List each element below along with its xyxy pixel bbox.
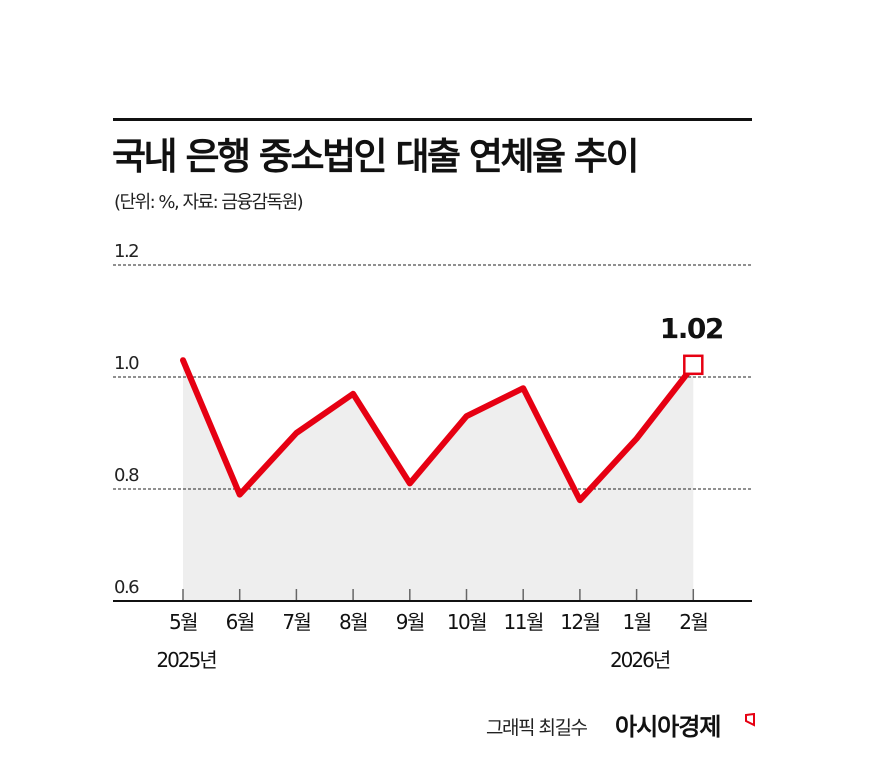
x-tick-label: 6월	[225, 610, 256, 634]
series-line	[180, 357, 697, 504]
x-tick-label: 2월	[679, 610, 709, 634]
x-tick-label: 11월	[503, 610, 545, 634]
chart-title: 국내 은행 중소법인 대출 연체율 추이	[112, 135, 640, 178]
area-fill	[183, 360, 694, 601]
year-label: 2026년	[609, 648, 671, 672]
annotation-marker-square	[683, 354, 704, 376]
x-tick-label: 9월	[395, 610, 426, 634]
x-tick-label: 1월	[622, 610, 653, 634]
year-label: 2025년	[156, 648, 217, 672]
x-tick-label: 10월	[446, 610, 488, 634]
y-tick-label: 1.0	[114, 353, 140, 374]
y-tick-label: 0.8	[114, 465, 140, 486]
value-label: 1.02	[659, 312, 725, 345]
x-tick-label: 12월	[560, 610, 601, 634]
x-tick-label: 7월	[282, 610, 312, 634]
x-tick-label: 8월	[339, 610, 369, 634]
y-tick-label: 1.2	[114, 241, 140, 262]
x-tick-label: 5월	[168, 610, 199, 634]
y-tick-label: 0.6	[114, 577, 140, 598]
graphic-credit: 그래픽 최길수	[486, 717, 588, 739]
top-rule	[113, 118, 752, 121]
brand-logo-text: 아시아경제	[615, 713, 721, 741]
chart-subtitle: (단위: %, 자료: 금융감독원)	[114, 192, 304, 213]
brand-mark-icon	[745, 713, 755, 727]
